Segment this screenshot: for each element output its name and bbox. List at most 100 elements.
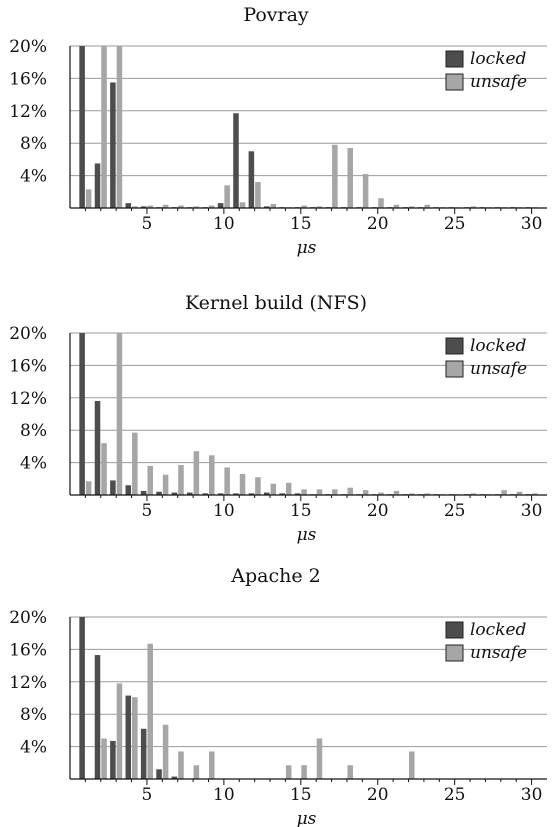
unsafe-bar xyxy=(470,493,477,495)
unsafe-bar xyxy=(147,205,153,208)
unsafe-bar xyxy=(409,751,415,779)
unsafe-bar xyxy=(255,477,261,495)
apache-chart: 4% 8% 12% 16% 20% 5 10 15 20 25 30 μs locked unsafe xyxy=(9,608,547,827)
chart-title: Apache 2 xyxy=(231,565,321,587)
unsafe-bar xyxy=(532,493,538,495)
locked-bar xyxy=(94,163,101,208)
unsafe-bar xyxy=(255,182,261,208)
unsafe-bar xyxy=(193,765,200,779)
x-tick-label: 15 xyxy=(290,501,312,521)
unsafe-bar xyxy=(285,765,292,779)
x-axis-label: μs xyxy=(297,809,317,827)
kernel-build-panel: Kernel build (NFS) 4% 8% 12% 16% 20% 5 10 15 20 2… xyxy=(0,285,552,555)
x-tick-label: 10 xyxy=(213,501,235,521)
y-tick-label: 4% xyxy=(20,738,47,758)
locked-bar xyxy=(140,206,147,208)
x-tick-label: 5 xyxy=(142,214,153,234)
unsafe-bar xyxy=(116,46,123,208)
locked-bar xyxy=(248,493,255,495)
unsafe-bar xyxy=(208,205,215,208)
unsafe-bar xyxy=(208,455,215,495)
unsafe-bar xyxy=(470,206,477,208)
unsafe-bar xyxy=(301,205,307,208)
y-tick-label: 16% xyxy=(9,356,47,376)
unsafe-bar xyxy=(208,751,215,779)
unsafe-bar xyxy=(101,443,107,495)
locked-bar xyxy=(171,492,178,495)
y-tick-label: 8% xyxy=(20,134,47,154)
locked-bar xyxy=(94,655,101,779)
locked-bar xyxy=(233,113,239,208)
unsafe-bar xyxy=(332,489,338,495)
unsafe-bar xyxy=(424,493,430,495)
kernel-build-chart: 4% 8% 12% 16% 20% 5 10 15 20 25 30 μs locked unsafe xyxy=(9,324,547,545)
unsafe-bar xyxy=(132,432,138,495)
x-tick-label: 25 xyxy=(444,501,466,521)
legend-label: locked xyxy=(470,620,527,640)
x-tick-label: 10 xyxy=(213,785,235,805)
x-tick-label: 30 xyxy=(521,214,543,234)
unsafe-bar xyxy=(316,206,323,208)
unsafe-bar xyxy=(178,465,184,495)
locked-bar xyxy=(248,151,255,208)
unsafe-bar xyxy=(147,643,153,779)
legend-label: locked xyxy=(470,49,527,69)
unsafe-bar xyxy=(132,697,138,779)
locked-bar xyxy=(171,776,178,779)
y-tick-label: 20% xyxy=(9,324,47,344)
x-tick-label: 30 xyxy=(521,501,543,521)
x-axis-label: μs xyxy=(297,238,317,258)
locked-bar xyxy=(217,203,224,208)
locked-bar xyxy=(233,493,239,495)
chart-title: Povray xyxy=(243,4,309,26)
locked-bar xyxy=(110,480,116,495)
unsafe-bar xyxy=(347,148,354,208)
legend-label: unsafe xyxy=(470,72,527,92)
x-tick-label: 10 xyxy=(213,214,235,234)
x-tick-label: 5 xyxy=(142,501,153,521)
y-tick-label: 12% xyxy=(9,673,47,693)
unsafe-bar xyxy=(285,482,292,495)
x-tick-label: 15 xyxy=(290,214,312,234)
locked-bar xyxy=(202,493,208,495)
unsafe-bar xyxy=(501,490,507,495)
x-axis-label: μs xyxy=(297,525,317,545)
unsafe-bar xyxy=(224,467,230,495)
locked-bar xyxy=(217,493,224,495)
apache-panel: Apache 2 4% 8% 12% 16% 20% 5 10 15 20 25 30 μs locke… xyxy=(0,557,552,827)
unsafe-bar xyxy=(332,144,338,208)
locked-bar xyxy=(125,695,132,779)
legend-swatch xyxy=(445,644,464,662)
unsafe-bar xyxy=(393,204,400,208)
unsafe-bar xyxy=(85,481,92,495)
unsafe-bar xyxy=(178,751,184,779)
locked-bar xyxy=(110,82,116,208)
locked-bar xyxy=(140,490,147,495)
unsafe-bar xyxy=(270,483,277,495)
y-tick-label: 16% xyxy=(9,640,47,660)
locked-bar xyxy=(187,492,193,495)
legend-label: unsafe xyxy=(470,643,527,663)
x-tick-label: 20 xyxy=(367,501,389,521)
legend-swatch xyxy=(445,621,464,639)
locked-bar xyxy=(79,333,85,495)
unsafe-bar xyxy=(378,198,384,208)
y-tick-label: 4% xyxy=(20,454,47,474)
unsafe-bar xyxy=(378,492,384,495)
unsafe-bar xyxy=(362,490,369,495)
locked-bar xyxy=(140,728,147,779)
unsafe-bar xyxy=(162,724,169,779)
unsafe-bar xyxy=(162,474,169,495)
legend-label: unsafe xyxy=(470,359,527,379)
unsafe-bar xyxy=(239,202,246,208)
unsafe-bar xyxy=(193,451,200,495)
chart-title: Kernel build (NFS) xyxy=(184,292,367,314)
unsafe-bar xyxy=(301,489,307,495)
unsafe-bar xyxy=(162,204,169,208)
y-tick-label: 16% xyxy=(9,69,47,89)
locked-bar xyxy=(79,46,85,208)
unsafe-bar xyxy=(147,465,153,495)
y-tick-label: 12% xyxy=(9,102,47,122)
legend-swatch xyxy=(445,360,464,378)
legend-label: locked xyxy=(470,336,527,356)
